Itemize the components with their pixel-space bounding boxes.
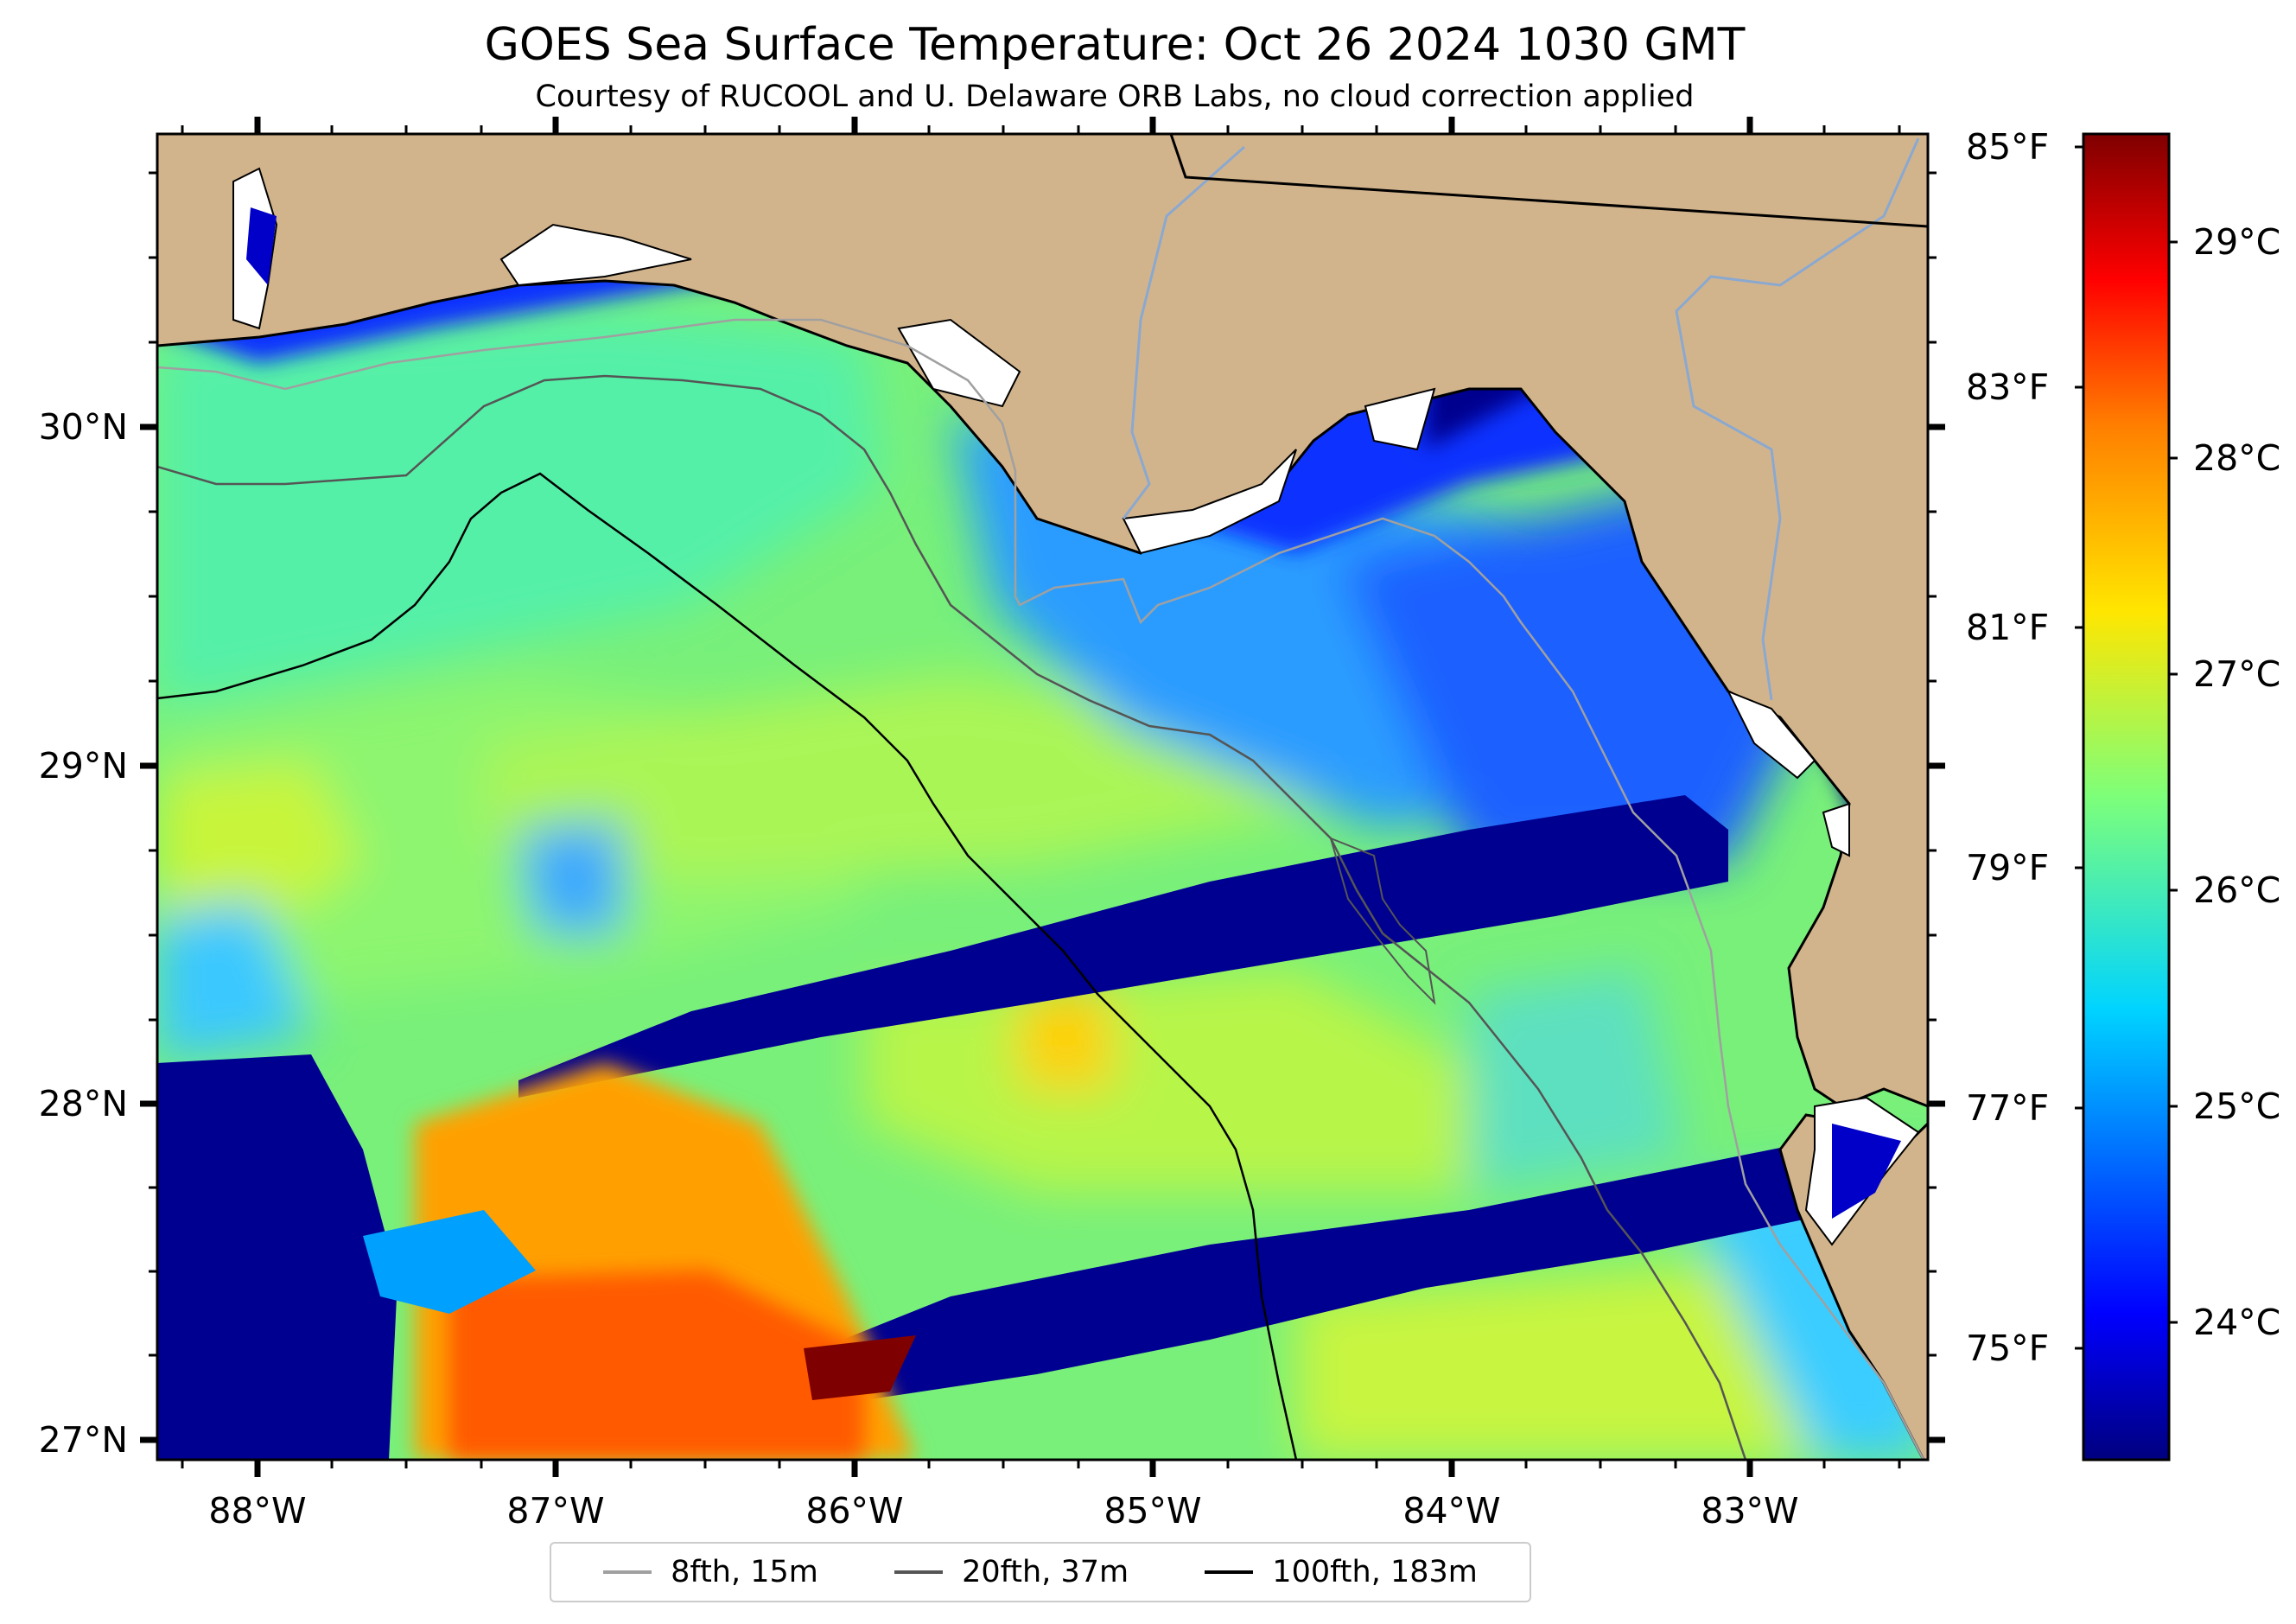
colorbar-f-label-81: 81°F bbox=[1966, 607, 2049, 648]
state-border bbox=[1169, 134, 1928, 228]
colorbar-f-label-85: 85°F bbox=[1966, 126, 2049, 168]
lon-label-85w: 85°W bbox=[1103, 1490, 1201, 1532]
legend-label-8fth: 8fth, 15m bbox=[671, 1555, 818, 1589]
lat-label-30n: 30°N bbox=[39, 406, 128, 448]
lon-label-87w: 87°W bbox=[506, 1490, 604, 1532]
colorbar-f-label-83: 83°F bbox=[1966, 366, 2049, 408]
colorbar-f-label-77: 77°F bbox=[1966, 1087, 2049, 1129]
sst-water-patches bbox=[157, 311, 1928, 1460]
legend-label-20fth: 20fth, 37m bbox=[962, 1555, 1129, 1589]
colorbar-c-label-28: 28°C bbox=[2193, 437, 2280, 479]
lon-label-83w: 83°W bbox=[1701, 1490, 1798, 1532]
rivers bbox=[1122, 137, 1920, 701]
isobath-legend: 8fth, 15m 20fth, 37m 100fth, 183m bbox=[550, 1542, 1531, 1602]
colorbar-c-label-26: 26°C bbox=[2193, 869, 2280, 911]
colorbar-f-label-75: 75°F bbox=[1966, 1328, 2049, 1369]
sst-map bbox=[157, 134, 1928, 1460]
legend-label-100fth: 100fth, 183m bbox=[1272, 1555, 1478, 1589]
lat-label-29n: 29°N bbox=[39, 745, 128, 787]
isobath-20fth bbox=[157, 374, 1747, 1460]
colorbar-c-ticks bbox=[2169, 240, 2178, 1324]
colorbar-f-label-79: 79°F bbox=[1966, 847, 2049, 888]
colorbar-c-label-25: 25°C bbox=[2193, 1086, 2280, 1127]
colorbar-c-label-29: 29°C bbox=[2193, 221, 2280, 263]
lat-ticks bbox=[140, 424, 1945, 1443]
lon-label-84w: 84°W bbox=[1402, 1490, 1500, 1532]
colorbar-c-label-24: 24°C bbox=[2193, 1302, 2280, 1343]
colorbar-c-label-27: 27°C bbox=[2193, 653, 2280, 695]
isobath-8fth bbox=[157, 318, 1925, 1460]
legend-item-100fth: 100fth, 183m bbox=[1205, 1555, 1478, 1589]
legend-swatch-8fth bbox=[603, 1570, 652, 1574]
lon-label-86w: 86°W bbox=[805, 1490, 903, 1532]
minor-ticks bbox=[149, 125, 1937, 1468]
isobath-100fth bbox=[157, 472, 1298, 1460]
map-title: GOES Sea Surface Temperature: Oct 26 202… bbox=[484, 19, 1746, 71]
lon-ticks bbox=[254, 117, 1753, 1477]
legend-swatch-100fth bbox=[1205, 1570, 1254, 1574]
legend-item-8fth: 8fth, 15m bbox=[603, 1555, 818, 1589]
colorbar-f-ticks bbox=[2075, 145, 2083, 1350]
map-frame bbox=[156, 132, 1930, 1462]
colorbar bbox=[2082, 132, 2171, 1462]
map-subtitle: Courtesy of RUCOOL and U. Delaware ORB L… bbox=[535, 80, 1695, 114]
lat-label-28n: 28°N bbox=[39, 1083, 128, 1124]
lon-label-88w: 88°W bbox=[208, 1490, 306, 1532]
legend-swatch-20fth bbox=[894, 1570, 944, 1574]
lat-label-27n: 27°N bbox=[39, 1419, 128, 1461]
legend-item-20fth: 20fth, 37m bbox=[894, 1555, 1129, 1589]
